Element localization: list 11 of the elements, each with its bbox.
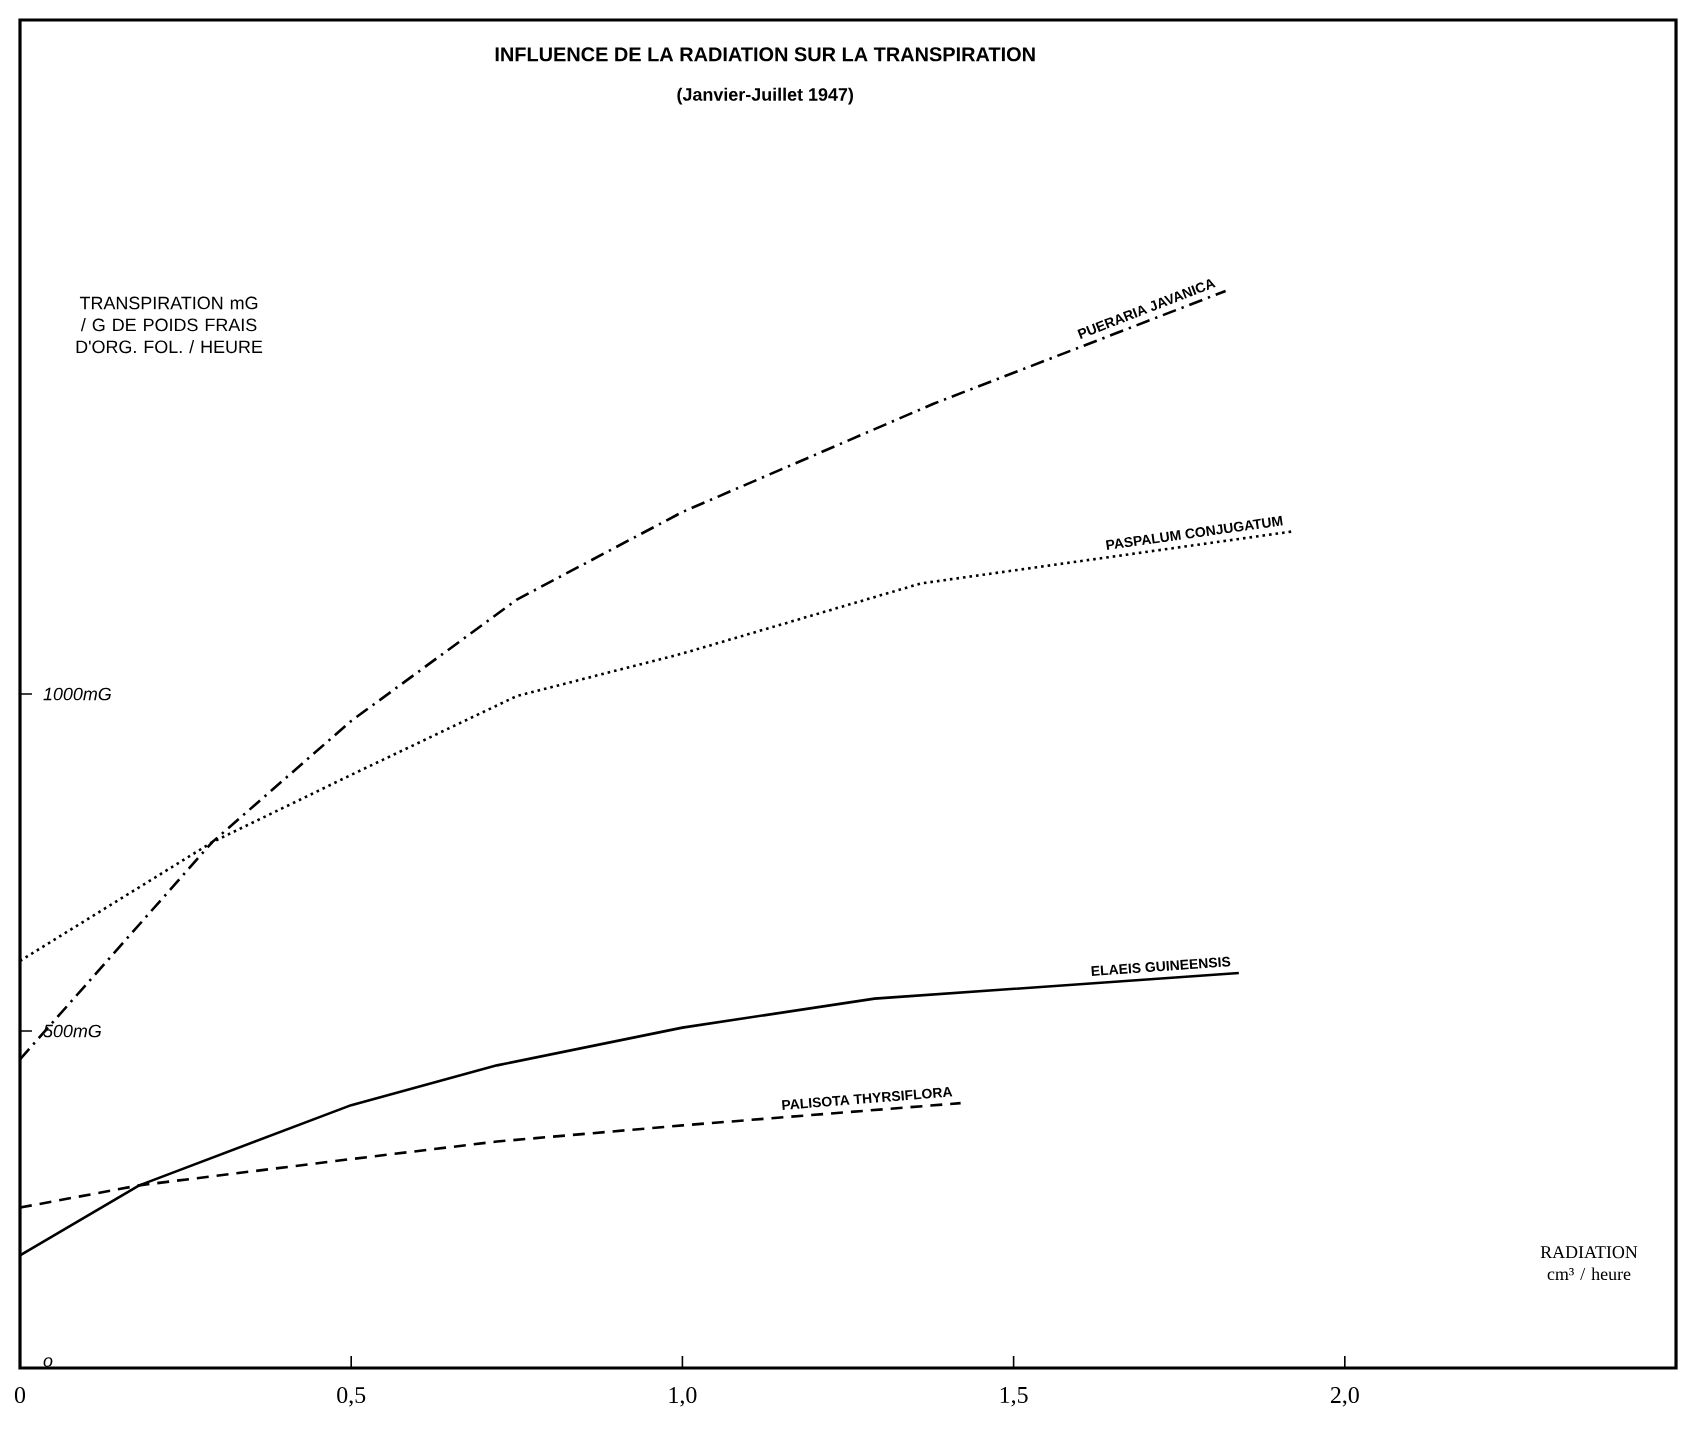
text: INFLUENCE DE LA RADIATION SUR LA TRANSPIRATION <box>495 47 1035 62</box>
y-tick-label: 1000mG <box>43 687 111 701</box>
x-axis-title: RADIATION cm³ / heure <box>1540 1246 1638 1281</box>
text: (Janvier-Juillet 1947) <box>677 87 854 105</box>
y-tick-label: o <box>43 1357 53 1368</box>
x-tick-label: 0 <box>14 1386 26 1404</box>
x-tick-label: 1,5 <box>1000 1387 1028 1407</box>
y-axis-title: TRANSPIRATION mG / G DE POIDS FRAIS D'ORG. FOL. / HEURE <box>76 296 263 354</box>
x-tick-label: 0,5 <box>337 1386 366 1407</box>
x-tick-label: 1,0 <box>669 1386 697 1407</box>
x-tick-label: 2,0 <box>1330 1386 1359 1407</box>
